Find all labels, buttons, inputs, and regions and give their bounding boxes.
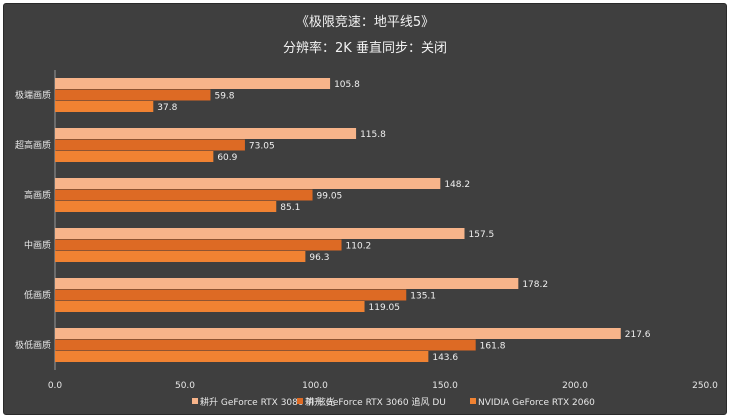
data-label: 161.8 <box>480 342 506 352</box>
category-label: 超高画质 <box>15 139 51 151</box>
bar <box>55 339 476 351</box>
category-label: 低画质 <box>24 289 51 301</box>
legend-swatch <box>470 398 476 404</box>
bar-chart: 《极限竞速：地平线5》 分辨率：2K 垂直同步：关闭 极端画质 105.8 59.8… <box>15 14 718 408</box>
chart-frame: 《极限竞速：地平线5》 分辨率：2K 垂直同步：关闭 极端画质 105.8 59.8… <box>3 3 727 415</box>
bar <box>55 278 519 289</box>
bar <box>55 289 407 301</box>
data-label: 59.8 <box>214 92 234 102</box>
bar <box>55 301 365 312</box>
bar <box>55 251 306 262</box>
data-label: 96.3 <box>309 253 329 263</box>
x-tick-label: 150.0 <box>432 381 458 391</box>
bar <box>55 328 621 339</box>
data-label: 37.8 <box>157 103 177 113</box>
data-label: 157.5 <box>469 230 495 240</box>
bar <box>55 201 277 212</box>
legend-label: 耕升 GeForce RTX 3060 追风 DU <box>305 396 446 408</box>
x-tick-label: 50.0 <box>175 381 195 391</box>
bar <box>55 128 357 139</box>
category-label: 高画质 <box>24 189 51 201</box>
legend-swatch <box>297 398 303 404</box>
data-label: 105.8 <box>334 80 360 90</box>
category-label: 极端画质 <box>15 89 51 101</box>
data-label: 178.2 <box>522 280 548 290</box>
x-tick-label: 200.0 <box>562 381 588 391</box>
bar <box>55 239 342 251</box>
category-label: 极低画质 <box>15 339 51 351</box>
data-label: 217.6 <box>625 330 651 340</box>
data-label: 119.05 <box>369 303 401 313</box>
bar <box>55 89 211 101</box>
bar <box>55 151 214 162</box>
bar <box>55 178 441 189</box>
bar <box>55 101 154 112</box>
bar <box>55 228 465 239</box>
chart-subtitle: 分辨率：2K 垂直同步：关闭 <box>283 40 447 56</box>
data-label: 110.2 <box>346 242 372 252</box>
data-label: 73.05 <box>249 142 275 152</box>
data-label: 115.8 <box>360 130 386 140</box>
bar <box>55 78 331 89</box>
legend-swatch <box>192 398 198 404</box>
chart-title: 《极限竞速：地平线5》 <box>296 14 434 30</box>
bar <box>55 351 429 362</box>
data-label: 85.1 <box>280 203 300 213</box>
category-label: 中画质 <box>24 239 51 251</box>
data-label: 148.2 <box>444 180 470 190</box>
x-tick-label: 0.0 <box>48 381 63 391</box>
bar <box>55 139 245 151</box>
legend-label: NVIDIA GeForce RTX 2060 <box>478 398 595 408</box>
data-label: 60.9 <box>217 153 237 163</box>
plot-area: 极端画质 105.8 59.8 37.8 超高画质 115.8 73.05 60.9 高画质 14… <box>15 70 718 391</box>
data-label: 99.05 <box>317 192 343 202</box>
data-label: 135.1 <box>410 292 436 302</box>
x-tick-label: 100.0 <box>302 381 328 391</box>
bar <box>55 189 313 201</box>
data-label: 143.6 <box>432 353 458 363</box>
x-tick-label: 250.0 <box>692 381 718 391</box>
